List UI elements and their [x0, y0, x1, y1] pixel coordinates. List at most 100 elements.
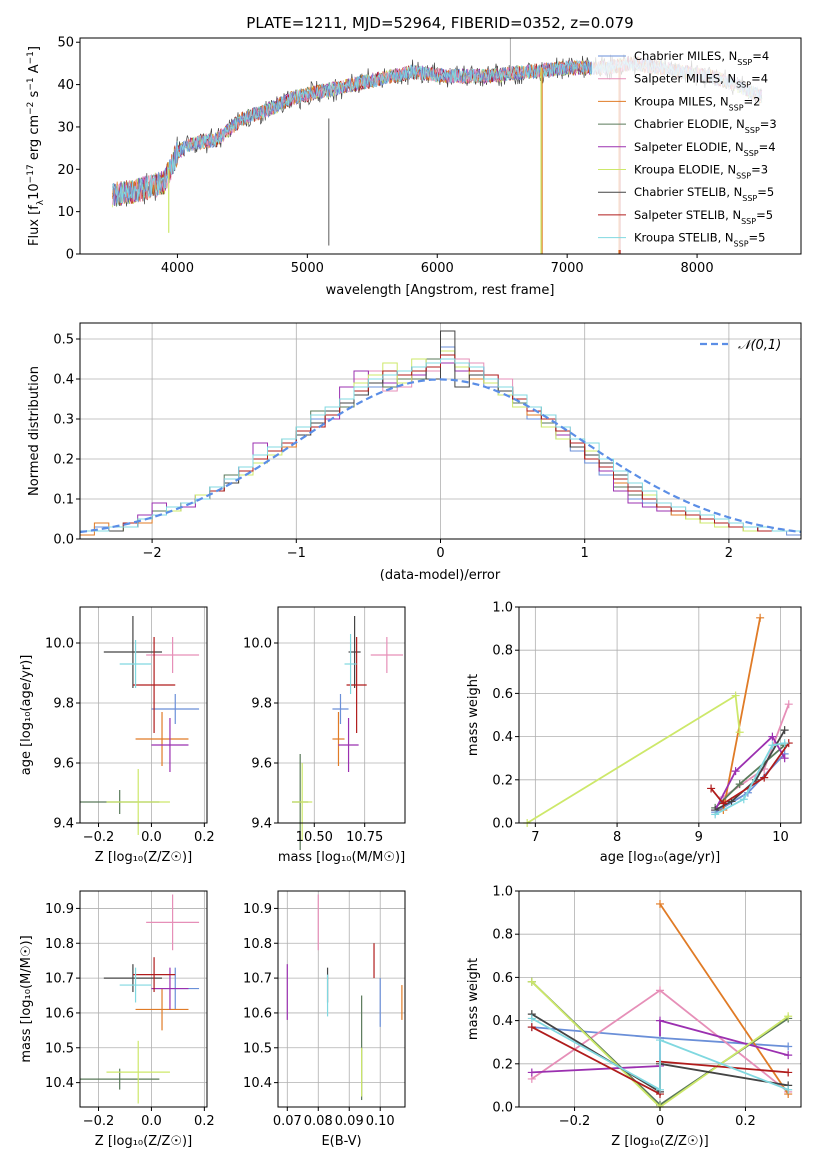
x-tick-label: 0.2 — [194, 1114, 215, 1129]
panel-xlabel: Z [log₁₀(Z/Z☉)] — [95, 1134, 192, 1149]
x-tick-label: 7000 — [551, 261, 584, 276]
mass-weight-line — [714, 742, 785, 816]
x-tick-label: 0.10 — [366, 1114, 395, 1129]
y-tick-label: 0.4 — [53, 373, 74, 388]
panel-ylabel: mass weight — [466, 958, 481, 1040]
x-tick-label: 10.50 — [296, 830, 333, 845]
panel-xlabel: Z [log₁₀(Z/Z☉)] — [95, 850, 192, 865]
x-tick-label: 4000 — [161, 261, 194, 276]
mass-weight-marker — [711, 810, 720, 819]
y-tick-label: 10.9 — [243, 902, 272, 917]
x-tick-label: 0.07 — [273, 1114, 302, 1129]
panel-xlabel: E(B-V) — [321, 1134, 361, 1149]
y-tick-label: 9.4 — [53, 817, 74, 832]
y-tick-label: 0.0 — [492, 817, 513, 832]
y-tick-label: 10.9 — [45, 902, 74, 917]
residuals-histograms — [80, 330, 801, 536]
legend-entry: Chabrier ELODIE, NSSP=3 — [634, 117, 777, 135]
legend-entry: Salpeter STELIB, NSSP=5 — [634, 208, 773, 226]
mass-weight-marker — [656, 1036, 664, 1045]
mass-weight-vs-age-panel: 7 8 9 10 0.0 0.2 0.4 0.6 0.8 1.0 age [log₁₀(age/yr… — [466, 601, 802, 865]
panel-ylabel: age [log₁₀(age/yr)] — [19, 655, 34, 776]
legend-entry: Salpeter ELODIE, NSSP=4 — [634, 140, 776, 158]
y-tick-label: 1.0 — [492, 601, 513, 616]
x-tick-label: −0.2 — [83, 830, 115, 845]
x-tick-label: 7 — [531, 830, 539, 845]
y-tick-label: 10 — [57, 205, 74, 220]
mass-weight-line — [531, 1017, 789, 1092]
y-tick-label: 0.2 — [53, 453, 74, 468]
mass-weight-marker — [656, 1016, 664, 1025]
mass-weight-line — [659, 903, 789, 1095]
x-tick-label: 6000 — [421, 261, 454, 276]
spectrum-ticks: 4000 5000 6000 7000 8000 0 10 20 30 40 50 — [57, 36, 713, 276]
y-tick-label: 1.0 — [492, 885, 513, 900]
x-tick-label: 9 — [695, 830, 703, 845]
mass-weight-marker — [735, 728, 744, 737]
x-tick-label: 10 — [772, 830, 789, 845]
residuals-ylabel: Normed distribution — [27, 366, 42, 496]
panel-ylabel: mass weight — [466, 674, 481, 756]
mass-weight-marker — [780, 726, 789, 735]
y-tick-label: 0.0 — [492, 1101, 513, 1116]
panel-frame — [518, 606, 802, 824]
y-tick-label: 0.4 — [492, 1014, 513, 1029]
y-tick-label: 10.7 — [45, 972, 74, 987]
x-tick-label: 5000 — [291, 261, 324, 276]
mass-weight-marker — [756, 613, 765, 622]
mass-weight-marker — [784, 1068, 793, 1077]
mass-weight-marker — [784, 1085, 793, 1094]
x-tick-label: −0.2 — [559, 1114, 591, 1129]
legend-background — [592, 44, 798, 250]
y-tick-label: 0.1 — [53, 493, 74, 508]
mass-weight-line — [714, 735, 786, 811]
panel-frame — [79, 890, 208, 1108]
mass-weight-marker — [527, 1068, 536, 1077]
y-tick-label: 0.3 — [53, 413, 74, 428]
mass-weight-marker — [768, 732, 777, 741]
x-tick-label: 10.75 — [346, 830, 383, 845]
y-tick-label: 9.8 — [53, 697, 74, 712]
mass-weight-marker — [656, 986, 664, 995]
y-tick-label: 10.7 — [243, 972, 272, 987]
y-tick-label: 10.4 — [45, 1076, 74, 1091]
y-tick-label: 9.6 — [251, 757, 272, 772]
mass-vs-ebv-panel: 0.07 0.08 0.09 0.10 10.4 10.5 10.6 10.7 10.8 10.9… — [243, 890, 406, 1149]
y-tick-label: 30 — [57, 120, 74, 135]
spectrum-legend: Chabrier MILES, NSSP=4 Salpeter MILES, NS… — [592, 44, 798, 250]
y-tick-label: 10.6 — [45, 1006, 74, 1021]
mass-weight-marker — [527, 977, 536, 986]
x-tick-label: −2 — [143, 546, 162, 561]
y-tick-label: 0.4 — [492, 730, 513, 745]
mass-weight-marker — [784, 1051, 793, 1060]
x-tick-label: 0.08 — [304, 1114, 333, 1129]
y-tick-label: 9.6 — [53, 757, 74, 772]
x-tick-label: 0.2 — [735, 1114, 756, 1129]
mass-weight-marker — [731, 767, 740, 776]
y-tick-label: 0.6 — [492, 687, 513, 702]
x-tick-label: 8000 — [681, 261, 714, 276]
y-tick-label: 10.0 — [45, 637, 74, 652]
y-tick-label: 0.2 — [492, 1057, 513, 1072]
spectrum-frame — [79, 37, 802, 255]
y-tick-label: 0 — [66, 248, 74, 263]
y-tick-label: 0.2 — [492, 773, 513, 788]
mass-vs-metallicity-panel: −0.2 0.0 0.2 10.4 10.5 10.6 10.7 10.8 10.9 Z [log… — [19, 890, 215, 1149]
legend-entry: Kroupa ELODIE, NSSP=3 — [634, 163, 768, 181]
legend-entry: Salpeter MILES, NSSP=4 — [634, 72, 768, 90]
mass-weight-marker — [735, 780, 744, 789]
mass-weight-line — [714, 744, 786, 809]
panel-frame — [79, 606, 208, 824]
mass-weight-marker — [527, 1014, 536, 1023]
mass-weight-marker — [656, 899, 664, 908]
mass-weight-line — [710, 742, 790, 805]
x-tick-label: 2 — [725, 546, 733, 561]
x-tick-label: 0 — [656, 1114, 664, 1129]
mass-weight-marker — [780, 754, 789, 763]
mass-weight-marker — [739, 795, 748, 804]
spectrum-ylabel: Flux [fλ10−17 erg cm−2 s−1 A−1] — [26, 46, 46, 246]
x-tick-label: 0 — [436, 546, 444, 561]
y-tick-label: 0.8 — [492, 644, 513, 659]
residual-histogram — [80, 358, 801, 532]
y-tick-label: 10.6 — [243, 1006, 272, 1021]
